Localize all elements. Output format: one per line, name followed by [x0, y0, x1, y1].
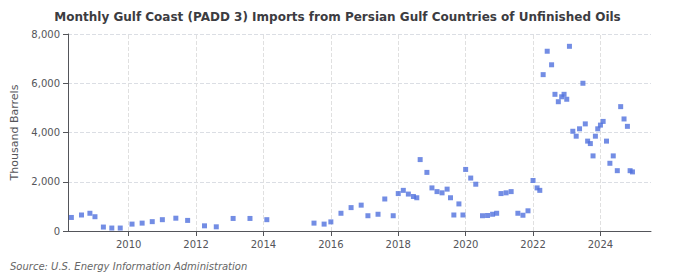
svg-text:2018: 2018 — [386, 239, 411, 250]
svg-text:2022: 2022 — [520, 239, 545, 250]
svg-text:2012: 2012 — [183, 239, 208, 250]
svg-text:Thousand Barrels: Thousand Barrels — [8, 84, 21, 181]
svg-text:2016: 2016 — [318, 239, 343, 250]
svg-text:0: 0 — [54, 226, 60, 237]
svg-text:6,000: 6,000 — [31, 78, 60, 89]
svg-text:2010: 2010 — [116, 239, 141, 250]
svg-text:8,000: 8,000 — [31, 29, 60, 40]
svg-text:2020: 2020 — [453, 239, 478, 250]
svg-text:Monthly Gulf Coast (PADD 3) Im: Monthly Gulf Coast (PADD 3) Imports from… — [54, 10, 620, 24]
svg-text:2024: 2024 — [588, 239, 613, 250]
svg-text:4,000: 4,000 — [31, 127, 60, 138]
svg-text:Source: U.S. Energy Informatio: Source: U.S. Energy Information Administ… — [10, 261, 247, 272]
svg-text:2,000: 2,000 — [31, 176, 60, 187]
svg-text:2014: 2014 — [251, 239, 276, 250]
